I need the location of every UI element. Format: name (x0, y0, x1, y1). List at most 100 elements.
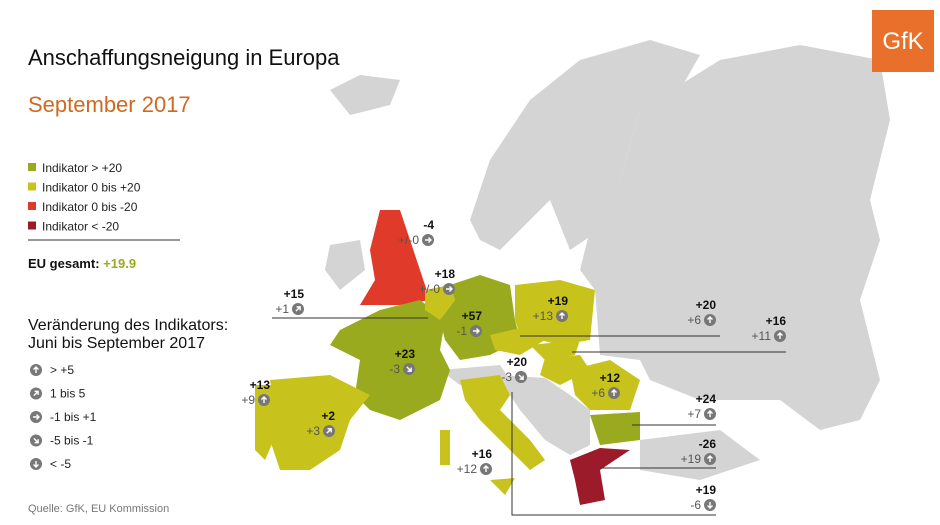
change-icon (403, 363, 415, 375)
country (460, 375, 545, 470)
change-icon (556, 310, 568, 322)
legend-swatch (28, 202, 36, 210)
country-change: +12 (457, 462, 478, 476)
icon-arrow (33, 414, 40, 420)
icon-arrow (707, 410, 713, 417)
change-icon (30, 458, 42, 470)
country-value: +18 (435, 267, 456, 281)
country-change: +7 (687, 407, 701, 421)
country-change: -6 (690, 498, 701, 512)
logo: GfK (882, 28, 923, 55)
country-change: +13 (533, 309, 554, 323)
change-icon (292, 303, 304, 315)
eu-label-text: EU gesamt: (28, 256, 100, 271)
country-change: -3 (501, 370, 512, 384)
icon-arrow (425, 237, 432, 243)
country-value: +23 (395, 347, 416, 361)
country (590, 412, 640, 445)
legend-label: Indikator > +20 (42, 161, 122, 175)
change-icon (258, 394, 270, 406)
leader-line (511, 392, 716, 516)
icon-arrow (707, 316, 713, 323)
change-label: > +5 (50, 363, 74, 377)
country-value: +15 (284, 287, 305, 301)
country-value: +2 (321, 409, 335, 423)
country-value: +20 (507, 355, 528, 369)
country-value: +12 (600, 371, 621, 385)
country-value: +20 (696, 298, 717, 312)
title: Anschaffungsneigung in Europa (28, 45, 340, 70)
country (490, 478, 515, 495)
icon-arrow (483, 465, 489, 472)
icon-arrow (559, 312, 565, 319)
icon-arrow (406, 366, 412, 372)
icon-arrow (33, 437, 39, 444)
country-value: +16 (766, 314, 787, 328)
change-icon (30, 434, 42, 447)
change-icon (515, 371, 527, 383)
land (500, 375, 590, 455)
country-change: +11 (752, 329, 772, 343)
legend-swatch (28, 182, 36, 191)
map (255, 40, 890, 505)
country-change: +3 (306, 424, 320, 438)
icon-arrow (295, 306, 301, 312)
legend-label: Indikator < -20 (42, 220, 119, 234)
country-value: +19 (548, 294, 569, 308)
change-legend: > +5 1 bis 5 -1 bis +1 -5 bis -1 < -5 (30, 363, 97, 471)
change-icon (774, 330, 786, 342)
country-value: +13 (250, 378, 271, 392)
country-value: +24 (696, 392, 717, 406)
country (490, 328, 545, 355)
country-change: +6 (591, 386, 605, 400)
change-icon (30, 411, 42, 423)
legend-swatch (28, 221, 36, 230)
change-icon (704, 408, 716, 420)
icon-arrow (473, 328, 480, 334)
land (580, 45, 890, 430)
land (470, 40, 700, 250)
country-change: +9 (241, 393, 255, 407)
change-icon (704, 314, 716, 326)
eu-label: EU gesamt: +19.9 (28, 256, 136, 271)
country (570, 360, 640, 410)
country-labels: -4+/-0+18+/-0+15+1 +57-1+19+13+20+6 +16+11… (241, 218, 786, 512)
change-icon (704, 499, 716, 511)
change-icon (470, 325, 482, 337)
change-icon (704, 453, 716, 465)
icon-arrow (261, 396, 267, 403)
country-value: +57 (462, 309, 483, 323)
country-value: +19 (696, 483, 717, 497)
legend-swatch (28, 163, 36, 171)
country-change: +19 (681, 452, 702, 466)
icon-arrow (777, 332, 783, 339)
country-value: -26 (699, 437, 717, 451)
country-change: +/-0 (398, 233, 419, 247)
country (540, 355, 590, 385)
logo-box (872, 10, 934, 72)
change-label: < -5 (50, 457, 71, 471)
country-change: -1 (456, 324, 467, 338)
icon-arrow (33, 390, 39, 397)
country (515, 280, 595, 345)
icon-arrow (518, 374, 524, 380)
country-change: +6 (687, 313, 701, 327)
change-icon (422, 234, 434, 246)
icon-arrow (707, 502, 713, 509)
land (330, 75, 400, 115)
icon-arrow (707, 455, 713, 462)
country (570, 448, 630, 505)
icon-arrow (611, 389, 617, 396)
country (270, 375, 370, 470)
legend-label: Indikator 0 bis +20 (42, 181, 141, 195)
country-value: +16 (472, 447, 493, 461)
icon-arrow (446, 286, 453, 292)
change-title: Juni bis September 2017 (28, 335, 205, 352)
change-icon (480, 463, 492, 475)
leader-lines (272, 317, 786, 516)
country (530, 340, 580, 360)
legend-label: Indikator 0 bis -20 (42, 200, 138, 214)
change-title: Veränderung des Indikators: (28, 317, 228, 334)
country (440, 430, 450, 465)
